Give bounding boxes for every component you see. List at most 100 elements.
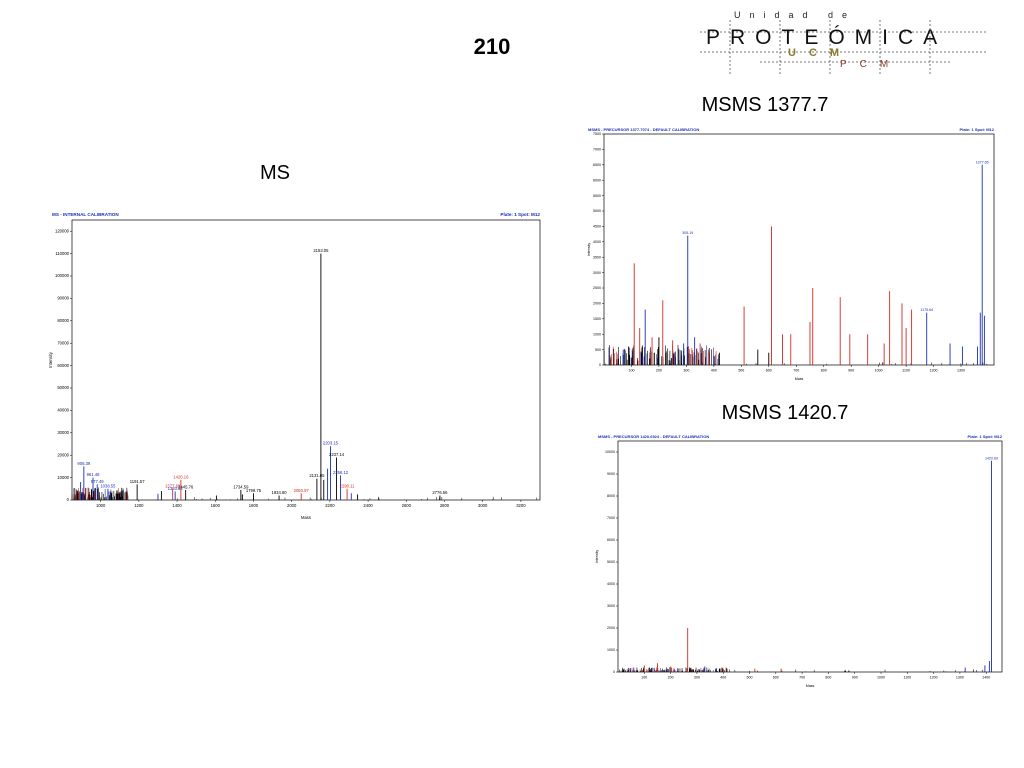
y-axis-label: Intensity: [48, 351, 53, 368]
y-tick-label: 1500: [593, 317, 601, 321]
y-tick-label: 3000: [607, 604, 615, 608]
y-axis-label: Intensity: [587, 243, 591, 257]
y-tick-label: 0: [67, 497, 70, 502]
peak-label: 906.39: [77, 461, 90, 466]
peak-label: 961.48: [87, 472, 100, 477]
noise-peaks: [603, 344, 988, 365]
peak-label: 1934.80: [271, 490, 287, 495]
x-tick-label: 2400: [363, 503, 373, 508]
y-tick-label: 5000: [593, 209, 601, 213]
x-tick-label: 1600: [211, 503, 221, 508]
y-tick-label: 6000: [607, 538, 615, 542]
x-tick-label: 3200: [516, 503, 526, 508]
peak-label: 2153.05: [313, 248, 329, 253]
x-tick-label: 1800: [249, 503, 259, 508]
y-tick-label: 60000: [57, 363, 69, 368]
y-tick-label: 80000: [57, 318, 69, 323]
peak-label: 1420.69: [985, 456, 998, 460]
x-tick-label: 1300: [956, 676, 964, 680]
y-tick-label: 9000: [607, 472, 615, 476]
y-tick-label: 5500: [593, 194, 601, 198]
y-tick-label: 4500: [593, 225, 601, 229]
peak-label: 1445.76: [178, 484, 194, 489]
x-tick-label: 2000: [287, 503, 297, 508]
logo-sub2: PCM: [840, 59, 902, 70]
peak-label: 2290.11: [340, 483, 355, 488]
chart-header-right: Plate: 1 Spot: M12: [500, 212, 540, 217]
logo-top-text: Unidad de: [734, 10, 857, 20]
msms1420-spectrum-panel: MSMS - PRECURSOR 1420.6924 - DEFAULT CAL…: [594, 432, 1008, 690]
x-tick-label: 1300: [957, 369, 965, 373]
chart-header-right: Plate: 1 Spot: M12: [968, 434, 1003, 439]
y-tick-label: 40000: [57, 408, 69, 413]
y-tick-label: 1000: [607, 648, 615, 652]
x-tick-label: 300: [694, 676, 700, 680]
y-tick-label: 4000: [593, 240, 601, 244]
x-tick-label: 800: [821, 369, 827, 373]
x-tick-label: 1400: [172, 503, 182, 508]
chart-header-right: Plate: 1 Spot: M12: [960, 127, 995, 132]
y-tick-label: 4000: [607, 582, 615, 586]
y-tick-label: 6500: [593, 163, 601, 167]
x-tick-label: 1000: [96, 503, 106, 508]
logo-grid-lines: [700, 20, 988, 76]
x-tick-label: 100: [628, 369, 634, 373]
y-tick-label: 120000: [55, 228, 70, 233]
x-tick-label: 1200: [930, 676, 938, 680]
chart-title: MSMS - PRECURSOR 1420.6924 - DEFAULT CAL…: [598, 434, 709, 439]
msms1377-spectrum-panel: MSMS - PRECURSOR 1377.7074 - DEFAULT CAL…: [586, 125, 1000, 383]
x-tick-label: 500: [738, 369, 744, 373]
y-tick-label: 2000: [607, 626, 615, 630]
noise-peaks: [71, 487, 538, 500]
y-tick-label: 2500: [593, 286, 601, 290]
x-tick-label: 2800: [440, 503, 450, 508]
peak-label: 305.19: [682, 231, 693, 235]
peak-label: 2256.12: [333, 470, 349, 475]
noise-peaks: [619, 667, 990, 672]
y-tick-label: 0: [599, 363, 601, 367]
x-tick-label: 1000: [875, 369, 883, 373]
x-axis-label: Mass: [806, 684, 815, 688]
x-tick-label: 700: [799, 676, 805, 680]
peak-label: 2203.15: [323, 441, 339, 446]
x-tick-label: 300: [683, 369, 689, 373]
peak-label: 2237.14: [329, 452, 345, 457]
y-tick-label: 10000: [605, 450, 615, 454]
x-tick-label: 1200: [134, 503, 144, 508]
x-tick-label: 3000: [478, 503, 488, 508]
peak-label: 1191.57: [130, 479, 145, 484]
proteomica-logo: Unidad de PROTEÓMICA UCM PCM: [700, 6, 990, 78]
y-tick-label: 10000: [57, 475, 69, 480]
chart-title: MSMS - PRECURSOR 1377.7074 - DEFAULT CAL…: [588, 127, 699, 132]
logo-sub1: UCM: [788, 47, 853, 59]
msms1420-spectrum-chart: MSMS - PRECURSOR 1420.6924 - DEFAULT CAL…: [595, 434, 1003, 688]
peak-label: 1377.60: [165, 483, 181, 488]
x-tick-label: 500: [747, 676, 753, 680]
y-tick-label: 20000: [57, 452, 69, 457]
x-tick-label: 2200: [325, 503, 335, 508]
slide-title: 210: [473, 34, 511, 59]
peak-label: 1420.16: [173, 474, 189, 479]
y-axis-label: Intensity: [595, 550, 599, 564]
y-tick-label: 100000: [55, 273, 70, 278]
x-tick-label: 200: [668, 676, 674, 680]
y-tick-label: 50000: [57, 385, 69, 390]
x-tick-label: 600: [773, 676, 779, 680]
y-tick-label: 6000: [593, 178, 601, 182]
x-tick-label: 600: [766, 369, 772, 373]
ms-spectrum-panel: MS - INTERNAL CALIBRATION Plate: 1 Spot: …: [48, 210, 548, 522]
y-tick-label: 30000: [57, 430, 69, 435]
x-tick-label: 800: [825, 676, 831, 680]
msms2-label: MSMS 1420.7: [721, 402, 849, 424]
y-tick-label: 110000: [55, 251, 69, 256]
x-tick-label: 1100: [903, 676, 911, 680]
x-tick-label: 400: [720, 676, 726, 680]
x-tick-label: 1100: [902, 369, 910, 373]
y-tick-label: 90000: [57, 296, 69, 301]
y-tick-label: 7000: [593, 148, 601, 152]
x-tick-label: 900: [848, 369, 854, 373]
y-tick-label: 500: [595, 348, 601, 352]
y-tick-label: 1000: [593, 332, 601, 336]
y-tick-label: 3500: [593, 255, 601, 259]
x-tick-label: 1000: [877, 676, 885, 680]
